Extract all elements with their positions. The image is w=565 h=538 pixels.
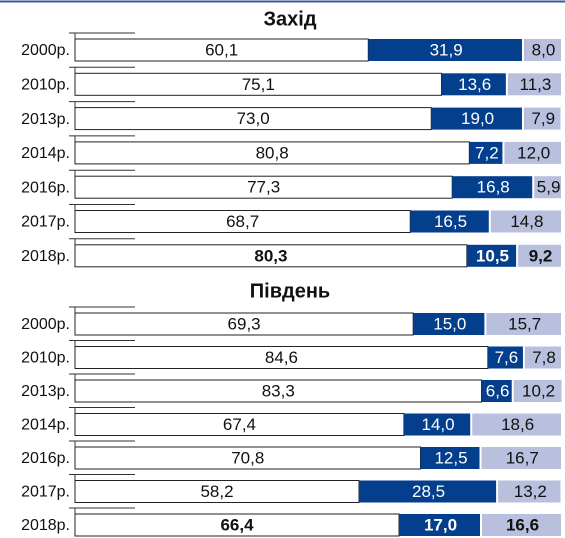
value-label: 10,2 — [522, 381, 555, 400]
value-label: 12,0 — [517, 143, 550, 162]
bar-segment — [441, 73, 506, 96]
value-label: 15,7 — [508, 314, 541, 333]
category-label: 2000р. — [21, 42, 70, 59]
bar-segment — [481, 380, 512, 402]
bar-segment — [469, 141, 503, 164]
value-label: 84,6 — [265, 348, 298, 367]
category-label: 2014р. — [21, 145, 70, 162]
bar-segment — [403, 413, 471, 436]
category-label: 2013р. — [21, 383, 70, 400]
value-label: 17,0 — [424, 515, 457, 534]
bar-segment — [507, 73, 561, 96]
value-label: 12,5 — [434, 448, 467, 467]
category-label: 2010р. — [21, 350, 70, 367]
bar-segment — [472, 413, 561, 436]
value-label: 14,0 — [422, 415, 455, 434]
value-label: 31,9 — [430, 40, 463, 59]
chart-title: Південь — [250, 280, 330, 302]
bar-segment — [359, 480, 497, 503]
value-label: 67,4 — [223, 415, 256, 434]
category-label: 2017р. — [21, 484, 70, 501]
value-label: 15,0 — [433, 314, 466, 333]
value-label: 14,8 — [510, 212, 543, 231]
value-label: 16,6 — [506, 515, 539, 534]
value-label: 11,3 — [520, 75, 552, 94]
bar-segment — [399, 514, 480, 536]
value-label: 13,6 — [458, 75, 491, 94]
value-label: 70,8 — [231, 448, 264, 467]
value-label: 18,6 — [501, 415, 534, 434]
bar-segment — [518, 244, 561, 267]
bar-segment — [486, 313, 561, 335]
category-label: 2016р. — [21, 450, 70, 467]
bar-segment — [481, 514, 561, 536]
bar-segment — [481, 447, 561, 469]
category-label: 2018р. — [21, 517, 70, 534]
value-label: 7,9 — [531, 109, 555, 128]
value-label: 19,0 — [461, 109, 494, 128]
bar-segment — [368, 39, 522, 61]
value-label: 5,9 — [537, 178, 561, 197]
bar-segment — [420, 447, 480, 469]
category-label: 2014р. — [21, 417, 70, 434]
bar-segment — [534, 176, 561, 199]
value-label: 7,6 — [495, 348, 519, 367]
value-label: 10,5 — [476, 246, 509, 265]
value-label: 58,2 — [200, 482, 233, 501]
bar-segment — [523, 107, 561, 130]
category-label: 2000р. — [21, 316, 70, 333]
value-label: 66,4 — [220, 515, 254, 534]
bar-segment — [513, 380, 562, 402]
value-label: 9,2 — [529, 246, 553, 265]
category-label: 2018р. — [21, 248, 70, 265]
bar-segment — [523, 39, 561, 61]
value-label: 73,0 — [237, 109, 270, 128]
value-label: 80,3 — [254, 246, 287, 265]
bar-segment — [410, 210, 489, 233]
value-label: 28,5 — [412, 482, 445, 501]
bar-segment — [431, 107, 522, 130]
category-label: 2013р. — [21, 111, 70, 128]
bar-segment — [524, 346, 561, 369]
value-label: 8,0 — [532, 40, 556, 59]
value-label: 13,2 — [514, 482, 547, 501]
value-label: 83,3 — [262, 381, 295, 400]
value-label: 16,5 — [434, 212, 467, 231]
category-label: 2016р. — [21, 179, 70, 196]
value-label: 77,3 — [247, 178, 280, 197]
value-label: 75,1 — [242, 75, 275, 94]
bar-segment — [452, 176, 533, 199]
value-label: 69,3 — [228, 314, 261, 333]
value-label: 16,7 — [506, 448, 539, 467]
category-label: 2010р. — [21, 77, 70, 94]
chart-title: Захід — [263, 8, 316, 30]
value-label: 7,8 — [532, 348, 556, 367]
bar-segment — [466, 244, 517, 267]
bar-segment — [490, 210, 561, 233]
value-label: 68,7 — [226, 212, 259, 231]
bar-segment — [487, 346, 523, 369]
bar-segment — [504, 141, 561, 164]
value-label: 7,2 — [475, 143, 499, 162]
value-label: 16,8 — [477, 178, 510, 197]
value-label: 6,6 — [486, 381, 510, 400]
value-label: 60,1 — [205, 40, 238, 59]
bar-segment — [413, 313, 485, 335]
bar-segment — [498, 480, 561, 503]
value-label: 80,8 — [256, 143, 289, 162]
category-label: 2017р. — [21, 214, 70, 231]
